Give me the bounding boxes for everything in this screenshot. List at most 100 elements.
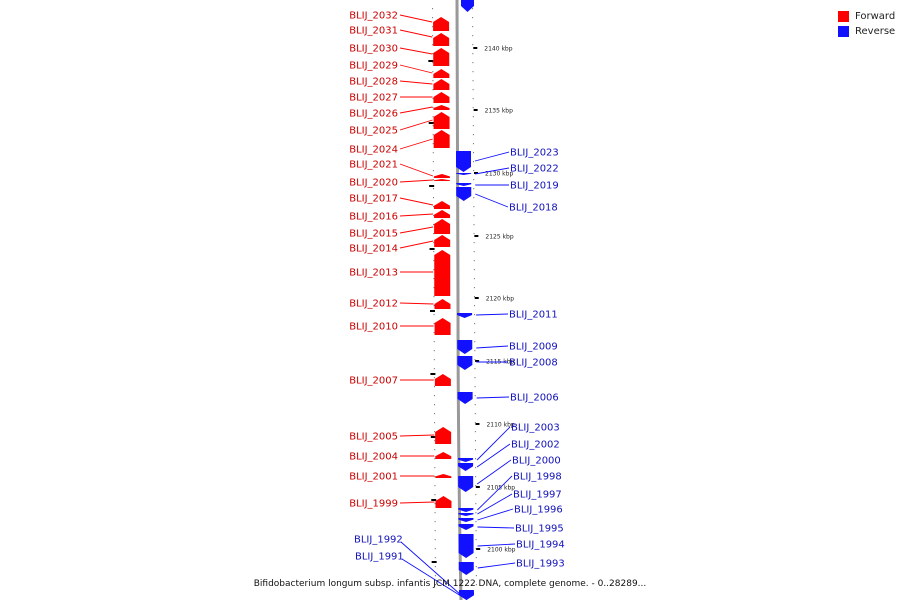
gene-label: BLIJ_2006 [510, 393, 559, 404]
axis-dot [434, 503, 436, 505]
dna-axis [455, 0, 463, 600]
ruler-tick [430, 436, 436, 438]
axis-dot [433, 395, 435, 397]
gene-label: BLIJ_2024 [349, 145, 398, 156]
legend-item-reverse[interactable]: Reverse [838, 24, 895, 39]
axis-dot [434, 449, 436, 451]
axis-dot [434, 521, 436, 523]
gene-forward [433, 79, 450, 90]
gene-label: BLIJ_2014 [349, 244, 398, 255]
gene-reverse [458, 508, 474, 512]
gene-forward [435, 496, 452, 508]
gene-label: BLIJ_2007 [349, 376, 398, 387]
axis-dot [475, 467, 477, 469]
legend-item-forward[interactable]: Forward [838, 9, 895, 24]
axis-dot [434, 494, 436, 496]
gene-label: BLIJ_2030 [349, 44, 398, 55]
axis-dot [433, 296, 435, 298]
axis-dot [434, 557, 436, 559]
gene-label: BLIJ_1994 [516, 540, 565, 551]
leader-line [399, 179, 433, 183]
gene-label: BLIJ_1993 [516, 559, 565, 570]
axis-dot [475, 485, 477, 487]
axis-dot [472, 17, 474, 19]
axis-dot [472, 143, 474, 145]
axis-dot [433, 278, 435, 280]
axis-dot [474, 305, 476, 307]
axis-dot [432, 161, 434, 163]
ruler-label: 2125 kbp [485, 234, 513, 241]
leader-line [477, 562, 516, 569]
leader-line [477, 493, 513, 515]
gene-forward [434, 299, 451, 309]
ruler-tick [473, 109, 478, 111]
axis-dot [474, 431, 476, 433]
leader-line [477, 526, 515, 529]
leader-line [476, 396, 510, 399]
axis-dot [434, 413, 436, 415]
gene-label: BLIJ_2010 [349, 322, 398, 333]
axis-dot [432, 44, 434, 46]
ruler-label: 2135 kbp [485, 108, 513, 115]
axis-dot [473, 269, 475, 271]
leader-line [476, 426, 511, 461]
leader-line [399, 138, 433, 150]
gene-forward [434, 201, 451, 209]
axis-dot [475, 566, 477, 568]
leader-line [476, 459, 512, 485]
ruler-tick [474, 297, 479, 299]
leader-line [474, 151, 510, 162]
axis-dot [433, 224, 435, 226]
gene-forward [433, 33, 450, 46]
leader-line [399, 226, 434, 234]
axis-dot [433, 233, 435, 235]
leader-line [399, 119, 433, 131]
axis-dot [432, 98, 434, 100]
axis-dot [432, 116, 434, 118]
axis-dot [473, 296, 475, 298]
gene-label: BLIJ_2008 [509, 358, 558, 369]
gene-forward [433, 130, 450, 148]
axis-dot [475, 476, 477, 478]
gene-label: BLIJ_2028 [349, 77, 398, 88]
axis-dot [475, 494, 477, 496]
gene-forward [434, 374, 451, 386]
axis-dot [434, 485, 436, 487]
axis-dot [473, 206, 475, 208]
axis-dot [472, 125, 474, 127]
gene-label: BLIJ_2029 [349, 61, 398, 72]
axis-dot [474, 314, 476, 316]
axis-dot [433, 341, 435, 343]
gene-reverse [457, 356, 473, 370]
gene-label: BLIJ_2013 [349, 268, 398, 279]
axis-dot [434, 548, 436, 550]
gene-reverse [458, 458, 474, 462]
gene-reverse [458, 524, 474, 530]
axis-dot [433, 386, 435, 388]
axis-dot [433, 242, 435, 244]
axis-dot [474, 323, 476, 325]
gene-label: BLIJ_2022 [510, 164, 559, 175]
axis-dot [475, 530, 477, 532]
axis-dot [433, 359, 435, 361]
gene-forward [434, 250, 451, 296]
axis-dot [434, 422, 436, 424]
gene-reverse [457, 392, 473, 404]
axis-dot [475, 575, 477, 577]
gene-label: BLIJ_2009 [509, 342, 558, 353]
gene-label: BLIJ_2015 [349, 229, 398, 240]
axis-dot [473, 287, 475, 289]
gene-label: BLIJ_2021 [349, 160, 398, 171]
gene-forward [433, 174, 450, 178]
axis-dot [434, 476, 436, 478]
axis-dot [472, 62, 474, 64]
axis-dot [432, 80, 434, 82]
leader-line [476, 313, 509, 316]
axis-dot [474, 377, 476, 379]
ruler-label: 2100 kbp [487, 547, 515, 554]
axis-dot [432, 17, 434, 19]
ruler-tick [429, 185, 435, 187]
leader-line [476, 443, 511, 468]
leader-line [477, 508, 514, 521]
ruler-tick [475, 360, 480, 362]
